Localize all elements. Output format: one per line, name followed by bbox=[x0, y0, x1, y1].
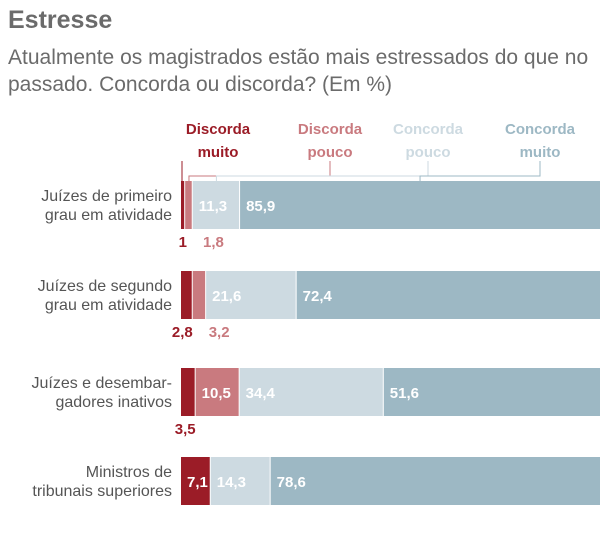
bar-segment bbox=[240, 181, 600, 229]
data-label: 7,1 bbox=[187, 474, 208, 491]
bar-segment bbox=[210, 457, 270, 505]
category-label-1-line-2: grau em atividade bbox=[45, 207, 172, 224]
bar-segment bbox=[181, 181, 185, 229]
data-label: 14,3 bbox=[217, 474, 246, 491]
category-label-4-line-2: tribunais superiores bbox=[32, 483, 172, 500]
bar-segment bbox=[239, 368, 383, 416]
legend-leader-3 bbox=[215, 161, 429, 181]
category-label-2-line-2: grau em atividade bbox=[45, 297, 172, 314]
data-label: 34,4 bbox=[246, 385, 276, 402]
data-label: 85,9 bbox=[246, 198, 275, 215]
bar-segment bbox=[185, 181, 192, 229]
data-label: 10,5 bbox=[202, 385, 231, 402]
bar-segment bbox=[383, 368, 600, 416]
data-label-outside: 1,8 bbox=[203, 234, 224, 251]
data-label: 21,6 bbox=[212, 288, 241, 305]
data-label-outside: 1 bbox=[179, 234, 187, 251]
legend-leader-2 bbox=[188, 161, 331, 181]
bar-segment bbox=[181, 368, 195, 416]
legend-label-4-line-1: Concorda bbox=[505, 121, 576, 138]
legend-label-2-line-1: Discorda bbox=[298, 121, 363, 138]
bar-segment bbox=[206, 271, 296, 319]
legend-label-3-line-1: Concorda bbox=[393, 121, 464, 138]
legend-leader-4 bbox=[419, 161, 541, 181]
data-label: 78,6 bbox=[277, 474, 306, 491]
legend-label-1-line-2: muito bbox=[198, 144, 239, 161]
legend-label-1-line-1: Discorda bbox=[186, 121, 251, 138]
chart-title: Estresse bbox=[8, 6, 113, 34]
legend-label-4-line-2: muito bbox=[520, 144, 561, 161]
chart-subtitle: Atualmente os magistrados estão mais est… bbox=[8, 46, 589, 96]
bar-segment bbox=[181, 457, 210, 505]
legend-label-2-line-2: pouco bbox=[308, 144, 353, 161]
data-label-outside: 3,2 bbox=[209, 324, 230, 341]
category-label-3-line-2: gadores inativos bbox=[55, 394, 172, 411]
data-label: 11,3 bbox=[199, 198, 227, 215]
category-label-4-line-1: Ministros de bbox=[86, 464, 172, 481]
category-label-3-line-1: Juízes e desembar- bbox=[31, 375, 172, 392]
bar-segment bbox=[181, 271, 192, 319]
data-label-outside: 2,8 bbox=[172, 324, 193, 341]
bar-segment bbox=[195, 368, 239, 416]
category-label-2-line-1: Juízes de segundo bbox=[38, 278, 172, 295]
bar-segment bbox=[192, 181, 240, 229]
data-label: 72,4 bbox=[303, 288, 333, 305]
bar-segment bbox=[270, 457, 600, 505]
data-label: 51,6 bbox=[390, 385, 419, 402]
bar-segment bbox=[192, 271, 206, 319]
data-label-outside: 3,5 bbox=[175, 421, 196, 438]
bar-segment bbox=[296, 271, 600, 319]
category-label-1-line-1: Juízes de primeiro bbox=[41, 188, 172, 205]
legend-label-3-line-2: pouco bbox=[406, 144, 451, 161]
